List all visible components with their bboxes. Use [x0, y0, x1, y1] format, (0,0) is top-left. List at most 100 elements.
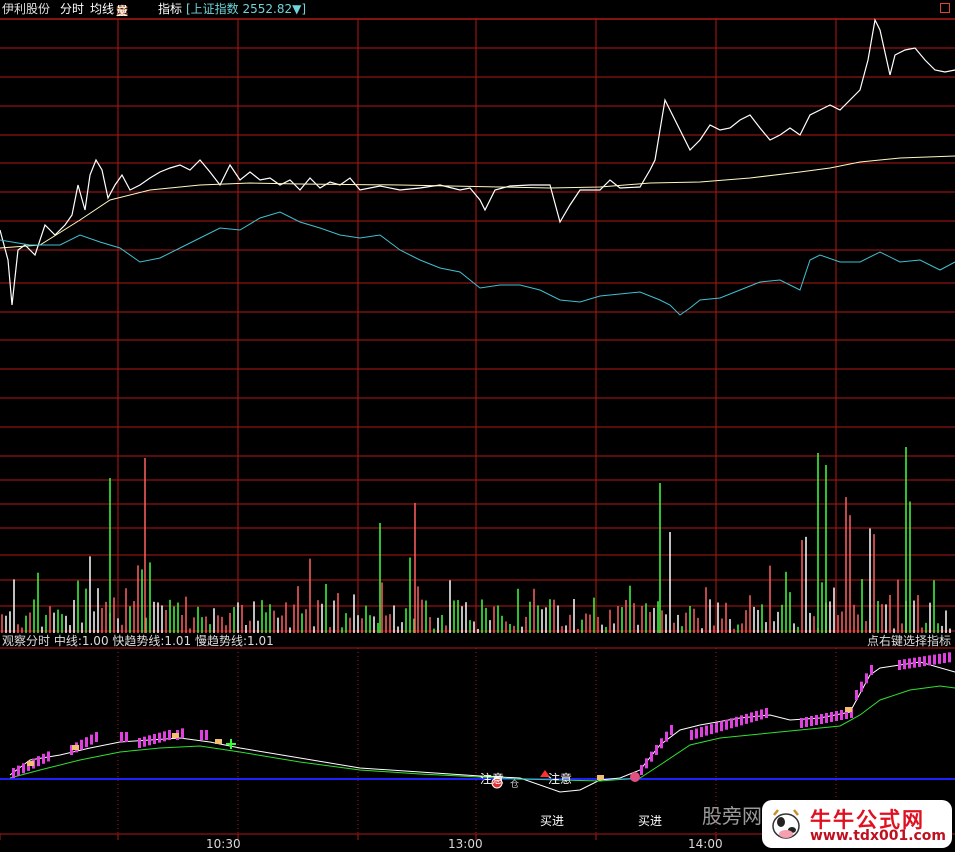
time-label-1030: 10:30	[206, 837, 241, 851]
cow-icon	[772, 809, 800, 839]
signal-bar	[750, 712, 753, 723]
signal-bar	[138, 738, 141, 748]
chart-grid	[0, 18, 955, 840]
signal-bar	[810, 716, 813, 726]
signal-buy-1: 买进	[540, 814, 565, 828]
site-logo: 牛牛公式网 www.tdx001.com	[762, 800, 952, 848]
signal-bar	[80, 739, 83, 750]
slow-trend-line	[9, 685, 955, 782]
signal-bar	[640, 765, 643, 775]
signal-bar	[645, 758, 648, 769]
signal-bar	[805, 717, 808, 727]
signal-bar	[70, 745, 73, 755]
signal-bar	[163, 731, 166, 742]
signal-bar	[205, 730, 208, 740]
price-lines	[0, 18, 955, 316]
signal-bar	[700, 727, 703, 738]
volume-bars	[1, 447, 951, 633]
signal-bar	[168, 730, 171, 740]
signal-bar	[148, 735, 151, 746]
tab-indicator[interactable]: 指标	[158, 2, 183, 16]
signal-bar	[918, 656, 921, 667]
signal-bar	[670, 725, 673, 735]
time-label-1400: 14:00	[688, 837, 723, 851]
close-icon[interactable]	[940, 3, 950, 13]
signal-bar	[760, 709, 763, 720]
signal-bar	[730, 718, 733, 729]
signal-bar	[825, 713, 828, 723]
signal-bar	[765, 708, 768, 718]
signal-bar	[865, 673, 868, 684]
signal-bar	[855, 690, 858, 700]
signal-bar	[22, 763, 25, 774]
logo-url: www.tdx001.com	[810, 828, 947, 844]
signal-bar	[948, 652, 951, 663]
signal-bar	[42, 753, 45, 764]
signal-bar	[898, 660, 901, 670]
signal-bar	[928, 655, 931, 666]
indicator-title: 观察分时 中线:1.00 快趋势线:1.01 慢趋势线:1.01	[2, 634, 274, 648]
signal-bar	[143, 736, 146, 747]
chart-header: 伊利股份 分时 均线 成交量 指标 [上证指数 2552.82▼]	[0, 0, 955, 18]
signal-bar	[650, 751, 653, 762]
signal-bar	[800, 718, 803, 728]
signal-bar	[120, 732, 123, 742]
tab-volume-part1: 成	[116, 4, 129, 18]
signal-bar	[870, 665, 873, 675]
price-line	[0, 18, 955, 306]
signal-bar	[725, 719, 728, 730]
signal-bar	[835, 711, 838, 721]
indicator-marks	[12, 652, 951, 789]
signal-bar	[815, 715, 818, 725]
signal-bar	[745, 713, 748, 724]
signal-bar	[923, 656, 926, 667]
tab-junxian[interactable]: 均线	[90, 2, 115, 16]
mushroom-marker	[72, 745, 79, 750]
signal-bar	[660, 738, 663, 749]
indicator-hint[interactable]: 点右键选择指标	[866, 634, 951, 648]
red-dot-marker	[491, 777, 503, 789]
signal-bar	[90, 734, 93, 745]
signal-bar	[690, 730, 693, 740]
mushroom-marker	[597, 775, 604, 780]
signal-bar	[938, 653, 941, 664]
signal-bar	[830, 712, 833, 722]
signal-bar	[181, 728, 184, 739]
stock-name[interactable]: 伊利股份	[2, 2, 51, 16]
signal-bar	[903, 659, 906, 670]
signal-bar	[755, 710, 758, 721]
signal-attention-1: 注意	[480, 772, 505, 786]
signal-bar	[153, 734, 156, 744]
up-arrow-marker	[540, 770, 550, 777]
signal-bar	[735, 716, 738, 727]
time-label-1300: 13:00	[448, 837, 483, 851]
watermark-text: 股旁网	[702, 804, 762, 828]
mushroom-marker	[27, 761, 34, 766]
signal-bar	[908, 658, 911, 669]
tab-volume-part2: 交	[116, 4, 129, 18]
signal-bar	[695, 728, 698, 739]
tab-volume-part3: 量	[116, 4, 129, 18]
signal-bar	[720, 721, 723, 732]
signal-bar	[913, 657, 916, 668]
signal-bar	[715, 722, 718, 733]
mushroom-marker	[215, 739, 222, 744]
signal-bar	[943, 653, 946, 664]
tab-fenshi[interactable]: 分时	[60, 2, 85, 16]
signal-bar	[95, 732, 98, 742]
index-line	[0, 211, 955, 316]
signal-bar	[710, 724, 713, 735]
signal-bar	[655, 745, 658, 755]
signal-bar	[12, 768, 15, 778]
signal-bar	[820, 714, 823, 724]
signal-bar	[665, 731, 668, 742]
signal-bar	[845, 709, 848, 719]
pink-dot-marker	[630, 772, 640, 782]
signal-attention-2: 注意	[548, 772, 573, 786]
signal-bar	[17, 765, 20, 776]
mushroom-marker	[172, 733, 179, 738]
index-overlay-selector[interactable]: [上证指数 2552.82▼]	[186, 2, 307, 16]
signal-bar	[840, 710, 843, 720]
signal-bar	[85, 737, 88, 748]
